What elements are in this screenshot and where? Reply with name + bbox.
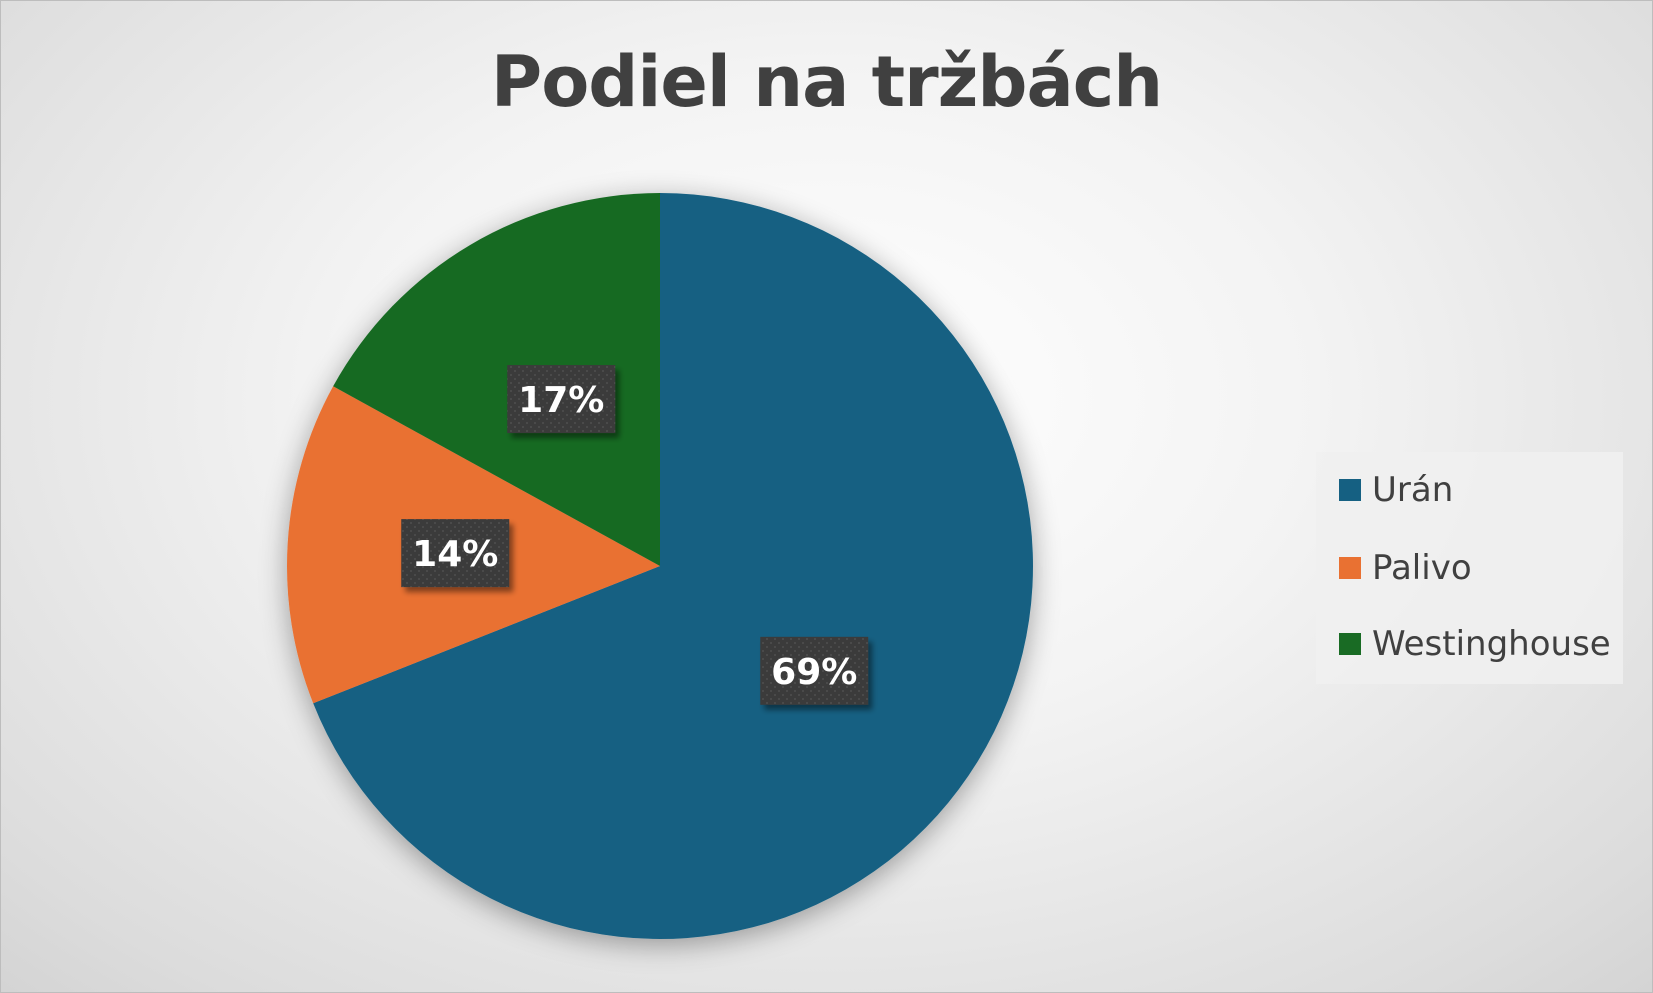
- data-label-westinghouse: 17%: [507, 365, 616, 434]
- legend-item-palivo: Palivo: [1339, 548, 1472, 588]
- data-label-box: [507, 365, 616, 434]
- legend-label-uran: Urán: [1372, 470, 1454, 510]
- legend-label-westinghouse: Westinghouse: [1372, 624, 1611, 664]
- data-label-text: 14%: [412, 534, 498, 575]
- legend-label-palivo: Palivo: [1372, 548, 1472, 588]
- data-label-box: [760, 636, 869, 705]
- legend-item-westinghouse: Westinghouse: [1339, 624, 1611, 664]
- pie-slice-westinghouse: [333, 193, 660, 566]
- pie-slices: [287, 193, 1033, 940]
- legend-swatch-palivo: [1339, 557, 1361, 579]
- data-label-text: 17%: [518, 380, 604, 421]
- data-label-urán: 69%: [760, 636, 869, 705]
- data-label-text: 69%: [771, 652, 857, 693]
- legend-swatch-uran: [1339, 479, 1361, 501]
- pie-data-labels: 69% 14% 17%: [401, 365, 869, 705]
- legend-swatch-westinghouse: [1339, 633, 1361, 655]
- legend: Urán Palivo Westinghouse: [1316, 452, 1623, 684]
- chart-title: Podiel na tržbách: [490, 41, 1163, 123]
- legend-item-uran: Urán: [1339, 470, 1453, 510]
- data-label-palivo: 14%: [401, 519, 510, 588]
- pie-slice-urán: [313, 193, 1033, 940]
- data-label-box: [401, 519, 510, 588]
